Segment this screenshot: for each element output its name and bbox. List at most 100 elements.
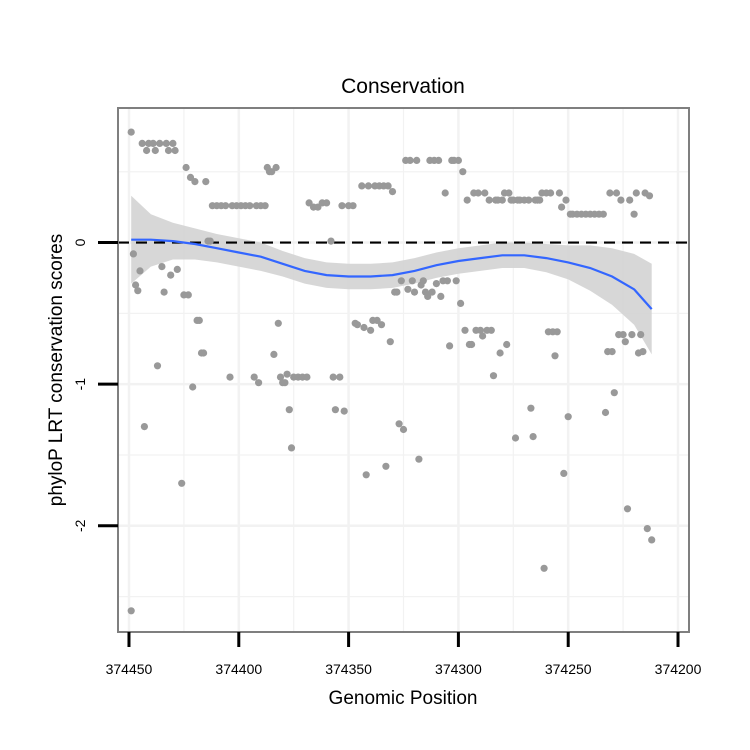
smooth-line	[131, 238, 653, 310]
data-point	[160, 288, 168, 296]
data-point	[340, 407, 348, 415]
data-point	[419, 277, 427, 285]
data-points	[127, 128, 656, 615]
data-point	[487, 326, 495, 334]
data-point	[395, 420, 403, 428]
data-point	[274, 319, 282, 327]
data-point	[377, 321, 386, 329]
y-axis: 0 -1 -2	[72, 238, 118, 532]
data-point	[527, 404, 535, 412]
data-point	[397, 277, 405, 285]
data-point	[250, 373, 258, 381]
data-point	[338, 202, 346, 210]
data-point	[329, 373, 337, 381]
data-point	[540, 564, 548, 572]
data-point	[428, 288, 436, 296]
data-point	[281, 379, 289, 387]
data-point	[505, 189, 513, 197]
data-point	[226, 373, 234, 381]
data-point	[489, 372, 498, 380]
data-point	[410, 288, 419, 296]
data-point	[610, 389, 618, 397]
data-point	[173, 265, 181, 273]
data-point	[331, 406, 339, 414]
data-point	[360, 323, 368, 332]
data-point	[606, 189, 614, 197]
data-point	[648, 536, 656, 544]
data-point	[162, 139, 170, 147]
data-point	[156, 139, 164, 147]
data-point	[560, 469, 568, 477]
data-point	[353, 321, 361, 329]
data-point	[127, 607, 135, 615]
data-point	[151, 146, 159, 155]
data-point	[127, 128, 135, 136]
data-point	[564, 413, 572, 421]
data-point	[393, 288, 401, 296]
data-point	[446, 342, 454, 350]
data-point	[608, 348, 616, 356]
data-point	[283, 370, 291, 378]
data-point	[184, 291, 192, 299]
data-point	[202, 178, 210, 186]
data-point	[628, 331, 636, 339]
data-point	[384, 182, 392, 190]
data-point	[459, 168, 467, 176]
data-point	[134, 287, 142, 295]
data-point	[129, 250, 137, 258]
data-point	[408, 277, 416, 285]
chart-title: Conservation	[341, 75, 465, 98]
data-point	[599, 210, 607, 218]
data-point	[136, 267, 144, 275]
data-point	[639, 348, 647, 356]
data-point	[547, 189, 555, 197]
gridlines-minor	[118, 108, 689, 632]
data-point	[621, 338, 629, 346]
data-point	[496, 349, 504, 357]
data-point	[612, 189, 621, 197]
data-point	[406, 156, 414, 164]
data-point	[143, 146, 151, 155]
y-tick-label: 0	[72, 238, 88, 246]
data-point	[158, 263, 166, 271]
y-axis-title: phyloP LRT conservation scores	[46, 234, 67, 507]
data-point	[349, 202, 357, 210]
data-point	[454, 156, 462, 164]
data-point	[336, 373, 344, 381]
data-point	[200, 349, 208, 357]
data-point	[399, 425, 408, 434]
x-tick-label: 374400	[215, 661, 262, 677]
data-point	[164, 146, 173, 155]
data-point	[382, 462, 390, 470]
data-point	[503, 340, 511, 349]
data-point	[285, 406, 293, 414]
x-tick-label: 374200	[655, 661, 702, 677]
data-point	[323, 199, 331, 207]
data-point	[443, 277, 451, 285]
data-point	[261, 202, 269, 210]
data-point	[553, 328, 561, 336]
data-point	[437, 292, 445, 300]
data-point	[476, 326, 484, 334]
x-tick-label: 374450	[106, 661, 153, 677]
data-point	[140, 423, 148, 431]
data-point	[303, 373, 311, 381]
data-point	[404, 285, 412, 293]
y-tick-label: -1	[72, 378, 88, 391]
data-point	[171, 146, 179, 155]
data-point	[255, 379, 263, 387]
data-point	[413, 156, 421, 164]
data-point	[191, 178, 199, 186]
smooth-line-layer	[131, 238, 653, 310]
data-point	[468, 340, 476, 349]
data-point	[617, 196, 625, 204]
data-point	[206, 237, 214, 245]
data-point	[525, 196, 533, 204]
data-point	[461, 326, 469, 334]
data-point	[474, 189, 482, 197]
data-point	[632, 189, 640, 197]
data-point	[386, 338, 394, 346]
data-point	[388, 188, 397, 196]
data-point	[364, 182, 372, 190]
